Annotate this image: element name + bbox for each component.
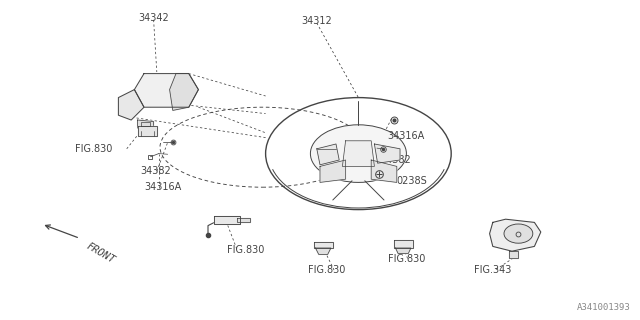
Polygon shape: [314, 242, 333, 248]
Polygon shape: [490, 219, 541, 251]
Ellipse shape: [310, 125, 406, 182]
Polygon shape: [342, 141, 374, 166]
Polygon shape: [141, 122, 150, 126]
Polygon shape: [394, 240, 413, 248]
Polygon shape: [509, 251, 518, 258]
Polygon shape: [396, 248, 411, 253]
Text: FIG.830: FIG.830: [75, 144, 112, 154]
Text: 34312: 34312: [301, 16, 332, 26]
Polygon shape: [237, 218, 250, 222]
Text: FIG.830: FIG.830: [227, 244, 264, 255]
Text: 34382: 34382: [381, 155, 412, 165]
Ellipse shape: [504, 224, 533, 243]
Polygon shape: [138, 126, 157, 136]
Polygon shape: [138, 120, 154, 130]
Text: 34342: 34342: [138, 12, 169, 23]
Text: FIG.343: FIG.343: [474, 265, 511, 276]
Polygon shape: [316, 248, 331, 254]
Polygon shape: [320, 160, 346, 182]
Polygon shape: [170, 74, 198, 110]
Text: FIG.830: FIG.830: [308, 265, 345, 276]
Text: 34316A: 34316A: [144, 182, 181, 192]
Text: FRONT: FRONT: [84, 241, 116, 265]
Text: 34316A: 34316A: [387, 131, 424, 141]
Text: FIG.830: FIG.830: [388, 254, 425, 264]
Text: 34382: 34382: [141, 166, 172, 176]
Polygon shape: [118, 90, 144, 120]
Polygon shape: [374, 144, 400, 163]
Polygon shape: [371, 160, 397, 182]
Text: A341001393: A341001393: [577, 303, 630, 312]
Polygon shape: [214, 216, 240, 224]
Text: 0238S: 0238S: [397, 176, 428, 186]
Polygon shape: [134, 74, 198, 107]
Polygon shape: [317, 144, 339, 165]
